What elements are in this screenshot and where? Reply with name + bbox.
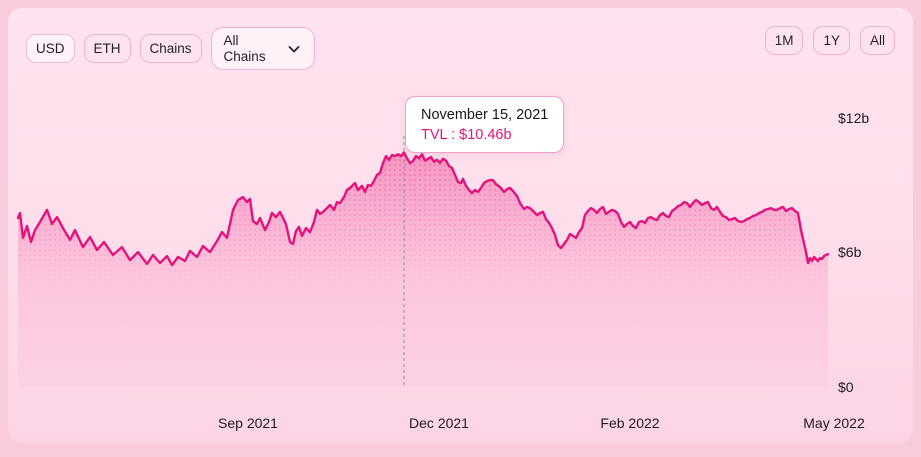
- tooltip-date: November 15, 2021: [421, 107, 549, 123]
- range-1y-button[interactable]: 1Y: [813, 26, 850, 55]
- tvl-chart-panel: USD ETH Chains All Chains 1M 1Y All Nove…: [8, 8, 913, 443]
- currency-eth-button[interactable]: ETH: [83, 34, 131, 63]
- chain-selector-dropdown[interactable]: All Chains: [210, 27, 315, 70]
- x-axis-label-dec-2021: Dec 2021: [409, 415, 469, 431]
- x-axis-label-sep-2021: Sep 2021: [218, 415, 278, 431]
- range-1m-button[interactable]: 1M: [764, 26, 804, 55]
- tvl-line: [16, 151, 830, 267]
- y-axis-label-0: $0: [838, 379, 854, 395]
- chain-selector-label: All Chains: [223, 32, 266, 64]
- x-axis-label-may-2022: May 2022: [803, 415, 865, 431]
- range-all-button[interactable]: All: [859, 26, 895, 55]
- currency-usd-button[interactable]: USD: [26, 34, 75, 63]
- chart-toolbar-right: 1M 1Y All: [764, 26, 895, 55]
- chains-button[interactable]: Chains: [139, 34, 202, 63]
- tooltip-tvl-value: TVL : $10.46b: [421, 127, 512, 143]
- tvl-area-chart[interactable]: [8, 8, 913, 443]
- tvl-area-stipple: [18, 152, 828, 387]
- x-axis-label-feb-2022: Feb 2022: [600, 415, 660, 431]
- chevron-down-icon: [288, 45, 299, 52]
- chart-tooltip: November 15, 2021 TVL : $10.46b: [405, 96, 565, 153]
- chart-toolbar-left: USD ETH Chains All Chains: [26, 27, 315, 70]
- y-axis-label-6b: $6b: [838, 244, 862, 260]
- y-axis-label-12b: $12b: [838, 110, 870, 126]
